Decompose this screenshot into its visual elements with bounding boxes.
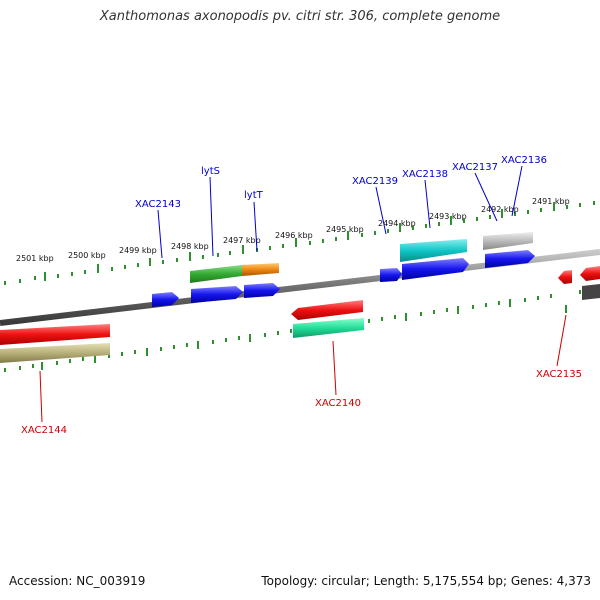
- scale-label: 2495 kbp: [326, 225, 364, 234]
- label-xac2143[interactable]: XAC2143: [135, 199, 181, 210]
- reverse-gene-track: [0, 266, 600, 345]
- gene-arrow[interactable]: [558, 270, 572, 284]
- label-leader: [332, 340, 337, 396]
- label-leader: [39, 370, 43, 423]
- label-xac2138[interactable]: XAC2138: [402, 169, 448, 180]
- feature-bar-lytS[interactable]: [190, 265, 242, 283]
- label-leader: [511, 165, 523, 217]
- genome-summary-text: Topology: circular; Length: 5,175,554 bp…: [261, 574, 591, 588]
- feature-bar-xac2137[interactable]: [483, 232, 533, 250]
- genome-title: Xanthomonas axonopodis pv. citri str. 30…: [99, 9, 501, 24]
- gene-arrow[interactable]: [191, 286, 243, 303]
- label-leader: [375, 186, 387, 235]
- gene-arrow[interactable]: [291, 300, 363, 320]
- gene-arrow[interactable]: [402, 258, 469, 280]
- accession-text: Accession: NC_003919: [9, 574, 146, 588]
- scale-label: 2498 kbp: [171, 242, 209, 251]
- feature-bar-xac2140[interactable]: [293, 318, 364, 338]
- gene-arrow[interactable]: [580, 266, 600, 281]
- scale-label: 2499 kbp: [119, 246, 157, 255]
- feature-bar-xac2138[interactable]: [400, 239, 467, 262]
- gene-arrow[interactable]: [0, 324, 110, 345]
- label-leader: [474, 172, 498, 222]
- label-leader: [556, 314, 567, 367]
- scale-label: 2494 kbp: [378, 219, 416, 228]
- label-leader: [424, 179, 431, 229]
- label-lytT[interactable]: lytT: [244, 190, 264, 201]
- scale-label: 2491 kbp: [532, 197, 570, 206]
- forward-feature-track: [190, 232, 533, 283]
- scale-label: 2500 kbp: [68, 251, 106, 260]
- label-leader: [253, 201, 258, 252]
- reverse-feature-track: [0, 284, 600, 363]
- label-leader: [157, 209, 163, 259]
- forward-scale-track: [4, 201, 595, 285]
- gene-arrow[interactable]: [244, 283, 280, 298]
- gene-arrow[interactable]: [380, 268, 402, 282]
- label-xac2135[interactable]: XAC2135: [536, 369, 582, 380]
- scale-label: 2492 kbp: [481, 205, 519, 214]
- feature-bar-lytT[interactable]: [242, 263, 279, 276]
- feature-bar-xac2135[interactable]: [582, 284, 600, 300]
- scale-label: 2493 kbp: [429, 212, 467, 221]
- forward-gene-track: [152, 250, 535, 307]
- label-lytS[interactable]: lytS: [201, 166, 220, 177]
- scale-label: 2496 kbp: [275, 231, 313, 240]
- feature-bar-xac2144[interactable]: [0, 343, 110, 363]
- label-xac2144[interactable]: XAC2144: [21, 425, 67, 436]
- label-xac2139[interactable]: XAC2139: [352, 176, 398, 187]
- label-xac2140[interactable]: XAC2140: [315, 398, 361, 409]
- label-xac2137[interactable]: XAC2137: [452, 162, 498, 173]
- label-xac2136[interactable]: XAC2136: [501, 155, 547, 166]
- label-leader: [209, 176, 214, 257]
- scale-label: 2497 kbp: [223, 236, 261, 245]
- gene-arrow[interactable]: [485, 250, 535, 268]
- gene-arrow[interactable]: [152, 292, 179, 307]
- scale-label: 2501 kbp: [16, 254, 54, 263]
